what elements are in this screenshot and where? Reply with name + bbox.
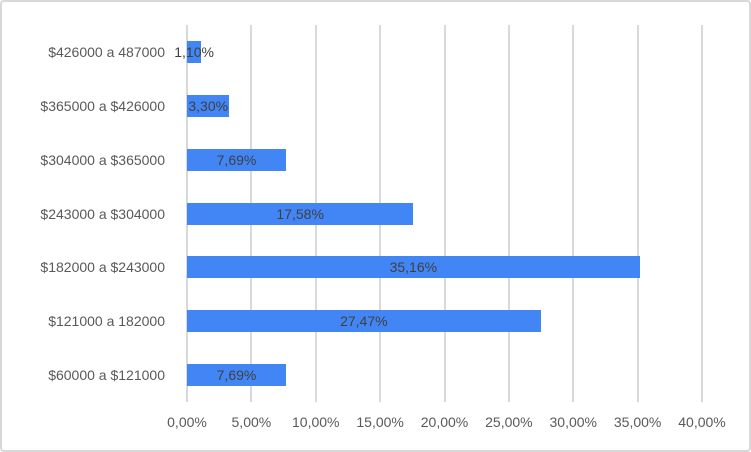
category-label: $365000 a $426000 [40,97,165,114]
category-label: $60000 a $121000 [48,367,165,384]
bar-value-label: 17,58% [276,205,324,222]
gridline [572,25,575,402]
gridline [507,25,510,402]
bar-value-label: 27,47% [340,313,388,330]
bar[interactable] [187,256,640,279]
gridline [701,25,703,402]
bar-value-label: 3,30% [188,97,229,114]
category-label: $121000 a 182000 [48,313,165,330]
gridline [443,25,446,402]
category-label: $426000 a 487000 [48,43,165,60]
bar[interactable] [187,364,286,387]
x-axis-tick-label: 25,00% [485,414,533,430]
bar[interactable] [187,202,414,225]
bar[interactable] [187,94,230,117]
category-label: $182000 a $243000 [40,259,165,276]
category-label: $304000 a $365000 [40,151,165,168]
bar[interactable] [187,148,286,171]
x-axis-tick-label: 20,00% [420,414,469,430]
bar[interactable] [187,310,541,333]
category-label: $243000 a $304000 [40,205,165,222]
bar-value-label: 7,69% [216,367,257,384]
x-axis-tick-label: 30,00% [549,414,597,430]
x-axis-tick-label: 0,00% [167,414,207,430]
x-axis-tick-label: 10,00% [292,414,340,430]
x-axis-tick-label: 40,00% [678,414,726,430]
x-axis-tick-label: 5,00% [231,414,272,430]
bar-value-label: 35,16% [389,259,438,276]
x-axis-tick-label: 35,00% [613,414,662,430]
x-axis-tick-label: 15,00% [356,414,404,430]
bar[interactable] [187,40,202,63]
gridline [636,25,639,402]
bar-value-label: 1,10% [174,43,214,60]
bar-value-label: 7,69% [216,151,257,168]
